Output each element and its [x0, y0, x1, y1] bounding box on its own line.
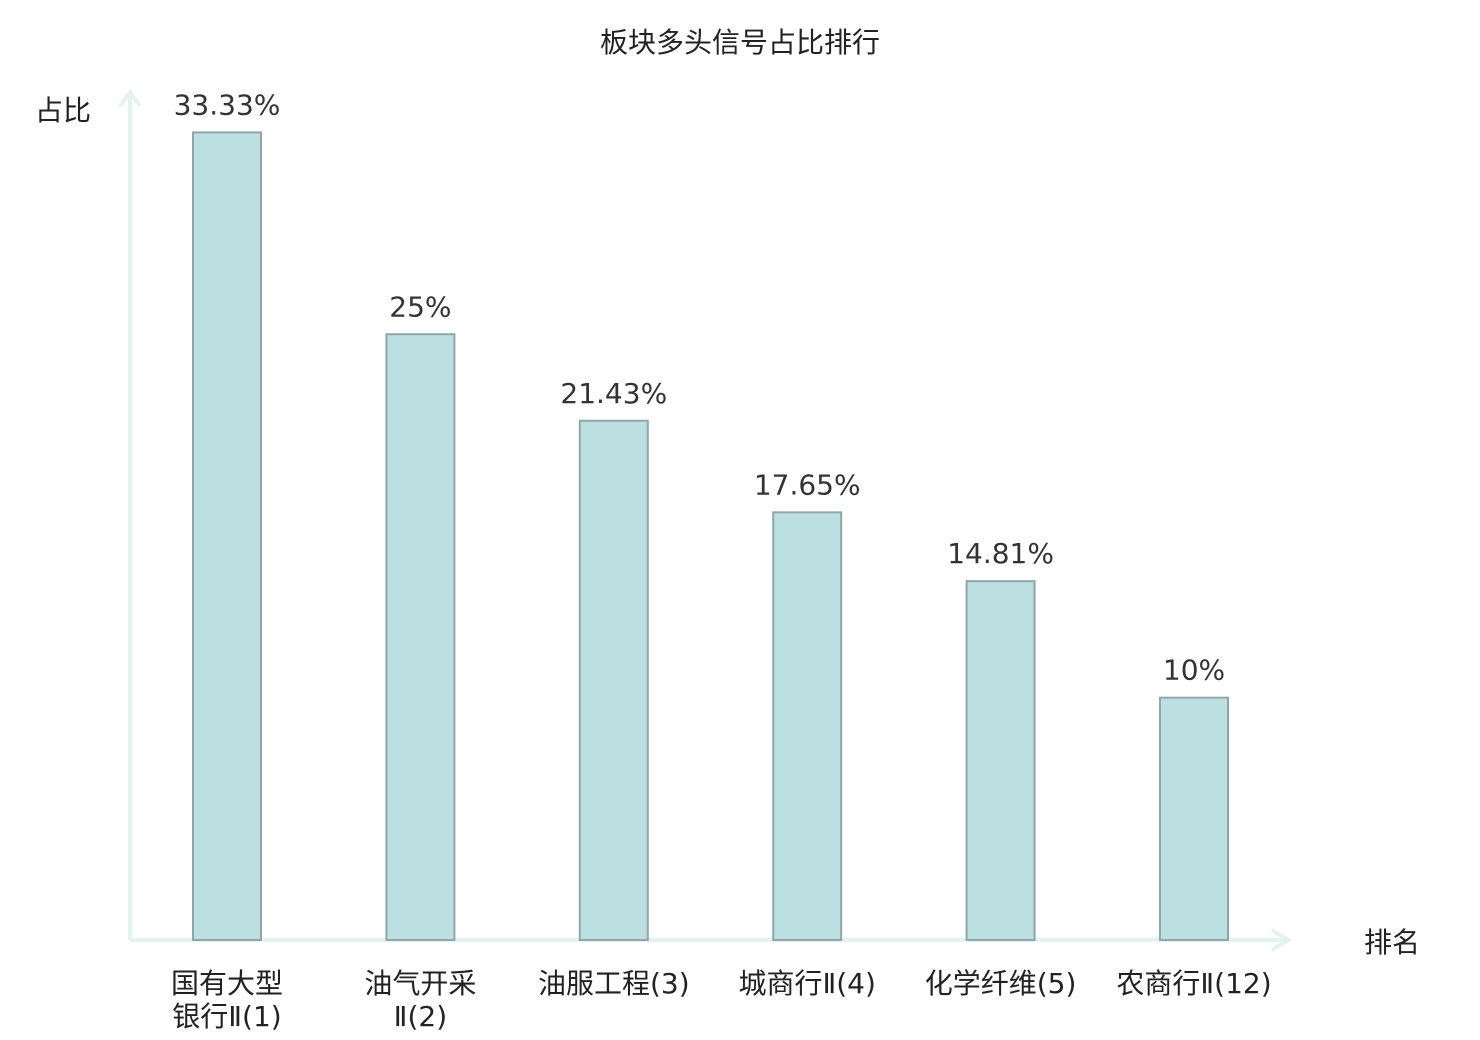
category-label: 农商行Ⅱ(12) — [1116, 967, 1271, 1000]
bar — [965, 580, 1036, 941]
bar-value-label: 21.43% — [560, 377, 667, 410]
bar-value-label: 14.81% — [947, 537, 1054, 570]
bar — [192, 131, 262, 941]
x-axis-label: 排名 — [1364, 926, 1420, 959]
category-label: 城商行Ⅱ(4) — [738, 967, 875, 1000]
bars-group — [192, 131, 1229, 942]
chart-title: 板块多头信号占比排行 — [600, 26, 880, 59]
category-label: Ⅱ(2) — [394, 1000, 447, 1033]
x-axis-arrow — [1270, 928, 1292, 952]
bar-value-label: 17.65% — [754, 468, 861, 501]
bar-value-label: 10% — [1163, 654, 1225, 687]
bar-value-label: 33.33% — [174, 88, 281, 121]
bar — [385, 333, 456, 941]
bar-value-label: 25% — [389, 290, 451, 323]
category-label: 国有大型 — [171, 967, 283, 1000]
category-label: 油服工程(3) — [538, 967, 690, 1000]
y-axis-arrow — [118, 88, 142, 108]
bar — [1159, 696, 1229, 942]
category-label: 油气开采 — [364, 967, 476, 1000]
bar — [578, 419, 649, 941]
bar — [772, 511, 843, 941]
value-labels-group: 33.33% 25% 21.43% 17.65% 14.81% 10% — [174, 88, 1226, 686]
category-label: 银行Ⅱ(1) — [172, 1000, 281, 1033]
y-axis-label: 占比 — [35, 94, 91, 127]
category-label: 化学纤维(5) — [925, 967, 1077, 1000]
